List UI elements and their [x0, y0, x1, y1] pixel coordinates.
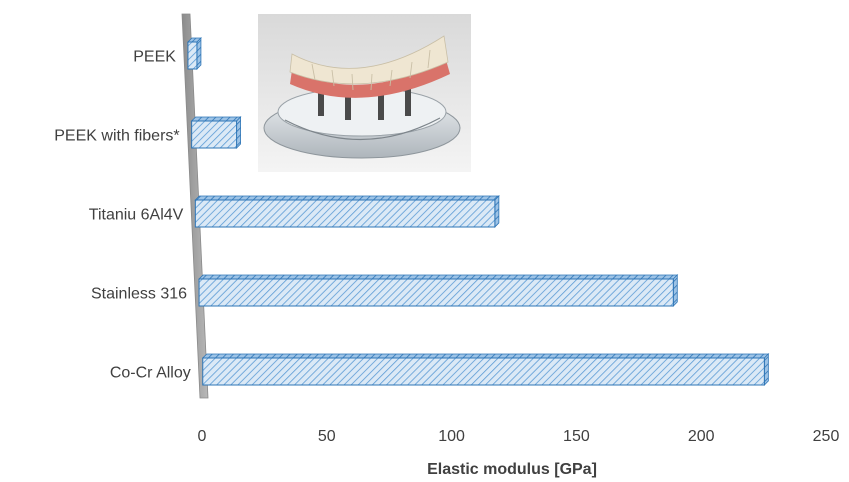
bar-front-face	[202, 357, 765, 386]
bar-side-face	[494, 195, 500, 228]
x-axis-title: Elastic modulus [GPa]	[427, 461, 597, 478]
category-label: Titaniu 6Al4V	[89, 207, 184, 224]
x-tick-label: 100	[438, 428, 465, 445]
x-tick-label: 0	[198, 428, 207, 445]
x-tick-label: 50	[318, 428, 336, 445]
bar-side-face	[763, 353, 769, 386]
category-label: PEEK with fibers*	[54, 128, 179, 145]
x-tick-label: 200	[688, 428, 715, 445]
category-label: Co-Cr Alloy	[110, 365, 191, 382]
bar-top-face	[201, 353, 770, 359]
dental-implant-photo	[258, 14, 471, 172]
x-tick-labels: 0 50 100 150 200 250	[198, 428, 840, 445]
bar-front-face	[198, 278, 674, 307]
bar-top-face	[198, 274, 679, 280]
bar-front-face	[194, 199, 496, 228]
x-tick-label: 150	[563, 428, 590, 445]
bar	[194, 195, 500, 228]
bar-top-face	[190, 116, 242, 122]
bar-side-face	[672, 274, 678, 307]
bar-front-face	[187, 41, 198, 70]
bar-top-face	[194, 195, 500, 201]
bar-front-face	[191, 120, 238, 149]
bar-side-face	[196, 37, 202, 70]
bar	[201, 353, 770, 386]
category-labels: PEEK PEEK with fibers* Titaniu 6Al4V Stainl…	[54, 49, 191, 382]
bar	[198, 274, 679, 307]
x-tick-label: 250	[813, 428, 840, 445]
category-label: PEEK	[133, 49, 176, 66]
category-label: Stainless 316	[91, 286, 187, 303]
bars-layer	[186, 37, 770, 386]
bar-side-face	[236, 116, 241, 149]
bar	[186, 37, 202, 70]
bar	[190, 116, 242, 149]
